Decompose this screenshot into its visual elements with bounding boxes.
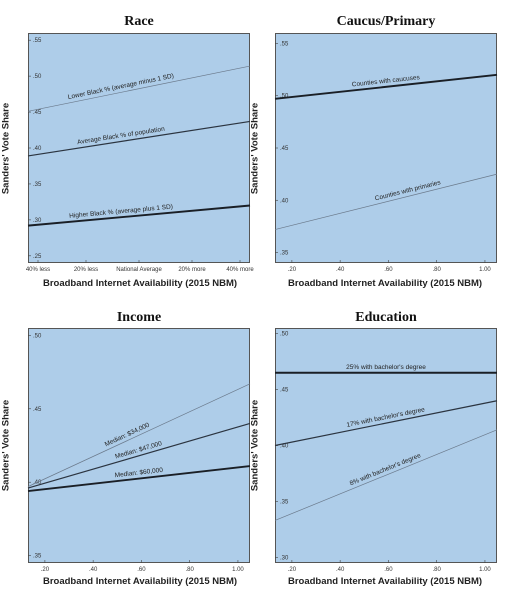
- y-tick-label: .40: [280, 198, 289, 204]
- x-tick-label: .80: [433, 267, 442, 273]
- y-tick-label: .35: [280, 499, 289, 505]
- x-tick-label: 40% more: [226, 267, 254, 273]
- y-tick-label: .30: [280, 555, 289, 561]
- y-tick-label: .45: [280, 146, 289, 152]
- series-line: [27, 383, 251, 487]
- chart-title: Caucus/Primary: [336, 14, 436, 29]
- y-tick-label: .30: [33, 218, 42, 224]
- series-line: [274, 400, 498, 447]
- series-label: 8% with bachelor's degree: [349, 452, 422, 487]
- plot-area: [275, 33, 497, 263]
- series-line: [27, 65, 251, 112]
- y-tick-label: .45: [280, 388, 289, 394]
- y-tick-label: .45: [33, 110, 42, 116]
- x-tick-label: .40: [336, 567, 345, 573]
- series-line: [274, 173, 498, 230]
- y-tick-label: .55: [33, 38, 42, 44]
- x-tick-label: 20% more: [178, 267, 206, 273]
- x-tick-label: .20: [41, 567, 50, 573]
- x-tick-label: .60: [137, 567, 146, 573]
- plot-area: [28, 328, 250, 563]
- series-line: [27, 465, 251, 492]
- series-label: 25% with bachelor's degree: [346, 364, 426, 371]
- x-tick-label: .20: [288, 567, 297, 573]
- chart-title: Income: [116, 310, 162, 325]
- y-tick-label: .40: [33, 146, 42, 152]
- series-line: [27, 120, 251, 157]
- x-tick-label: .60: [384, 267, 393, 273]
- y-tick-label: .45: [33, 407, 42, 413]
- x-tick-label: 1.00: [479, 267, 491, 273]
- x-axis-label: Broadband Internet Availability (2015 NB…: [287, 576, 483, 587]
- y-tick-label: .50: [280, 94, 289, 100]
- series-line: [274, 73, 498, 100]
- y-tick-label: .40: [33, 480, 42, 486]
- x-axis-label: Broadband Internet Availability (2015 NB…: [42, 576, 238, 587]
- plot-area: [28, 33, 250, 263]
- y-tick-label: .25: [33, 254, 42, 260]
- x-tick-label: .40: [89, 567, 98, 573]
- y-tick-label: .35: [33, 182, 42, 188]
- x-tick-label: 1.00: [232, 567, 244, 573]
- x-tick-label: .40: [336, 267, 345, 273]
- x-tick-label: National Average: [116, 267, 162, 273]
- y-tick-label: .50: [33, 333, 42, 339]
- x-tick-label: .80: [186, 567, 195, 573]
- x-axis-label: Broadband Internet Availability (2015 NB…: [287, 278, 483, 289]
- y-tick-label: .40: [280, 444, 289, 450]
- x-tick-label: 40% less: [26, 267, 50, 273]
- x-tick-label: 20% less: [74, 267, 98, 273]
- y-tick-label: .50: [280, 332, 289, 338]
- x-tick-label: 1.00: [479, 567, 491, 573]
- x-tick-label: .80: [433, 567, 442, 573]
- x-axis-label: Broadband Internet Availability (2015 NB…: [42, 278, 238, 289]
- chart-title: Race: [124, 14, 154, 29]
- chart-title: Education: [355, 310, 417, 325]
- series-line: [27, 422, 251, 489]
- y-tick-label: .35: [33, 554, 42, 560]
- plot-area: [275, 328, 497, 563]
- series-line: [27, 204, 251, 227]
- y-axis-label: Sanders' Vote Share: [249, 399, 261, 492]
- x-tick-label: .60: [384, 567, 393, 573]
- series-line: [274, 429, 498, 521]
- x-tick-label: .20: [288, 267, 297, 273]
- y-tick-label: .35: [280, 251, 289, 257]
- y-tick-label: .55: [280, 41, 289, 47]
- y-tick-label: .50: [33, 74, 42, 80]
